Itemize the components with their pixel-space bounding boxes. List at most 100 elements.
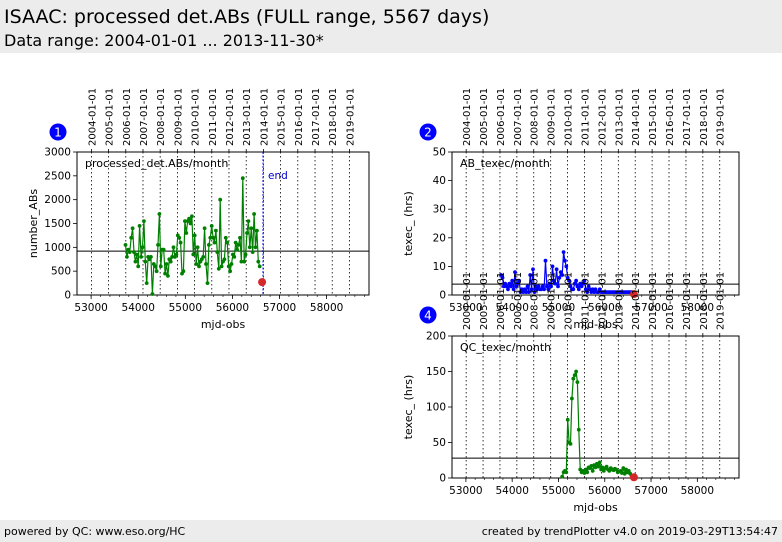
data-point: [546, 287, 551, 292]
data-point: [542, 287, 546, 292]
date-tick-label: 2011-01-01: [580, 272, 591, 330]
data-point: [607, 469, 612, 473]
data-point: [156, 243, 160, 247]
data-point: [253, 245, 258, 250]
data-point: [551, 278, 556, 283]
data-point: [154, 269, 159, 274]
data-point: [190, 214, 194, 219]
data-point: [205, 281, 210, 285]
data-point: [229, 262, 234, 266]
date-tick-label: 2016-01-01: [665, 272, 676, 330]
panel-number-badge: [49, 123, 67, 141]
data-point: [174, 252, 179, 257]
data-point: [139, 255, 144, 259]
data-point: [515, 281, 520, 286]
data-point: [218, 197, 223, 202]
data-point: [522, 287, 527, 292]
data-point: [518, 290, 523, 294]
x-tick-label: 53000: [449, 302, 482, 314]
date-tick-label: 2013-01-01: [242, 88, 253, 146]
data-point: [171, 245, 176, 250]
date-tick-label: 2016-01-01: [665, 88, 676, 146]
date-tick-label: 2010-01-01: [191, 88, 202, 146]
data-point: [574, 278, 578, 283]
data-point: [133, 259, 138, 264]
data-point: [499, 273, 503, 277]
data-point: [215, 250, 220, 255]
date-tick-label: 2017-01-01: [682, 272, 693, 330]
data-point: [539, 287, 544, 292]
date-tick-label: 2006-01-01: [496, 88, 507, 146]
date-tick-label: 2019-01-01: [716, 88, 727, 146]
data-point: [567, 278, 571, 283]
y-axis-label: texec_ (hrs): [402, 191, 415, 256]
data-point: [581, 281, 585, 286]
data-point: [513, 270, 517, 274]
data-point: [256, 259, 261, 264]
footer-powered-by: powered by QC: www.eso.org/HC: [4, 525, 186, 538]
x-tick-label: 58000: [681, 485, 714, 497]
date-tick-label: 2008-01-01: [156, 88, 167, 146]
data-point: [579, 284, 584, 289]
panel-annotation: processed_det.ABs/month: [85, 157, 228, 170]
data-point: [136, 264, 141, 269]
date-tick-label: 2005-01-01: [479, 272, 490, 330]
data-point: [535, 287, 540, 292]
data-point: [149, 255, 153, 259]
x-tick-label: 58000: [681, 302, 714, 314]
data-point: [222, 257, 227, 262]
date-tick-label: 2008-01-01: [530, 88, 541, 146]
y-tick-label: 40: [433, 175, 446, 187]
y-tick-label: 1500: [44, 218, 71, 230]
x-tick-label: 57000: [634, 485, 667, 497]
data-point: [130, 226, 135, 231]
data-point: [520, 287, 524, 292]
date-tick-label: 2009-01-01: [547, 88, 558, 146]
data-point: [576, 287, 581, 292]
data-point: [143, 259, 148, 264]
date-tick-label: 2013-01-01: [614, 88, 625, 146]
date-tick-label: 2009-01-01: [547, 272, 558, 330]
data-point: [226, 264, 231, 269]
data-point: [601, 469, 606, 473]
data-point: [178, 240, 183, 245]
data-point: [219, 264, 224, 269]
data-point: [236, 243, 241, 247]
data-point: [614, 467, 619, 472]
data-point: [132, 250, 136, 255]
data-point: [547, 281, 552, 286]
data-point: [163, 271, 168, 276]
data-point: [127, 250, 132, 255]
data-point: [158, 264, 163, 269]
data-point: [540, 284, 545, 289]
y-tick-label: 1000: [44, 242, 71, 254]
data-point: [596, 290, 601, 294]
data-point: [238, 235, 242, 240]
data-point: [595, 461, 599, 466]
y-tick-label: 30: [433, 204, 446, 216]
footer-created-by: created by trendPlotter v4.0 on 2019-03-…: [481, 525, 778, 538]
data-point: [257, 264, 262, 269]
plot-frame: [451, 335, 740, 479]
date-tick-label: 2005-01-01: [105, 88, 116, 146]
data-point: [195, 245, 200, 250]
panel-number-badge: [419, 306, 437, 324]
data-point: [191, 252, 196, 257]
data-point: [565, 275, 570, 280]
x-axis-label: mjd-obs: [573, 318, 618, 331]
x-axis-label: mjd-obs: [573, 501, 618, 514]
data-point: [194, 262, 199, 266]
data-point: [245, 231, 249, 235]
x-tick-label: 55000: [542, 485, 575, 497]
date-tick-label: 2018-01-01: [328, 88, 339, 146]
chart-panel-4: 2004-01-01 2005-01-01 2006-01-01 2007-01-01…: [402, 272, 740, 514]
date-tick-label: 2016-01-01: [294, 88, 305, 146]
data-point: [123, 243, 128, 247]
data-point: [582, 278, 587, 283]
data-point: [590, 287, 595, 292]
y-tick-label: 0: [439, 290, 446, 302]
data-point: [593, 287, 598, 292]
data-point: [536, 284, 541, 289]
x-tick-label: 54000: [122, 302, 155, 314]
data-point: [212, 240, 217, 245]
